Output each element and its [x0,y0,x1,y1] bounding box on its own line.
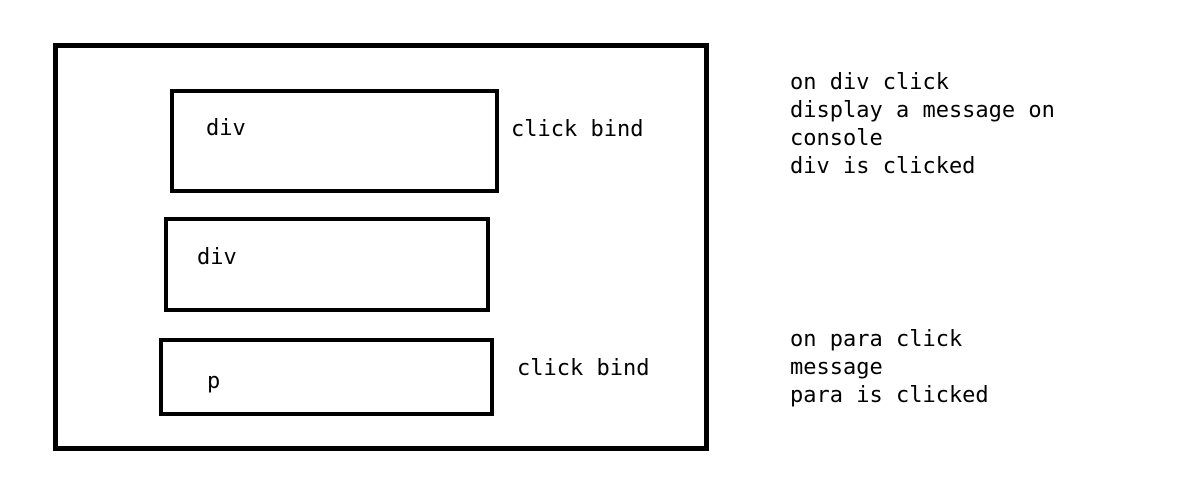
second-div-label: div [197,245,237,270]
para-click-note-line: on para click [790,327,963,352]
div-click-note-line: display a message on [790,98,1055,123]
outer-container-box [53,43,709,451]
first-div-click-bind-label: click bind [511,117,644,142]
para-box [159,338,494,416]
div-click-note-line: console [790,126,883,151]
first-div-box [170,89,499,193]
second-div-box [164,217,490,312]
para-click-note-line: para is clicked [790,383,989,408]
div-click-note: on div click display a message on consol… [790,69,1055,181]
para-click-note-line: message [790,355,883,380]
para-label: p [207,369,221,394]
first-div-label: div [206,116,246,141]
div-click-note-line: on div click [790,70,949,95]
para-click-note: on para click message para is clicked [790,326,989,410]
para-click-bind-label: click bind [517,356,650,381]
div-click-note-line: div is clicked [790,154,976,179]
